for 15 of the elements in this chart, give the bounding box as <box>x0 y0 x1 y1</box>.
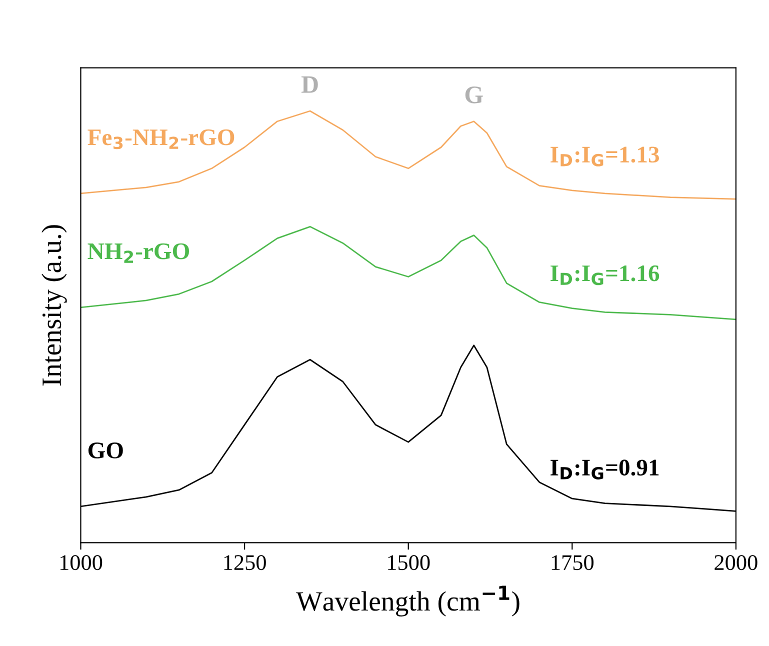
x-axis-title: Wavelength (cm$^{−1}$) <box>296 586 520 617</box>
x-tick-label: 1250 <box>224 555 266 570</box>
annotation: D <box>301 76 318 93</box>
x-tick-label: 1750 <box>552 555 594 570</box>
x-tick-label: 2000 <box>714 555 758 570</box>
x-tick-label: 1500 <box>388 555 430 570</box>
series-label: Fe$_{3}$-NH$_{2}$-rGO <box>88 129 234 150</box>
annotation: I$_{D}$:I$_{G}$=1.16 <box>550 265 660 286</box>
series-label: NH$_{2}$-rGO <box>88 243 190 263</box>
x-tick-label: 1000 <box>60 555 102 570</box>
annotation: I$_{D}$:I$_{G}$=1.13 <box>550 146 659 166</box>
annotation: I$_{D}$:I$_{G}$=0.91 <box>550 460 659 480</box>
annotation: G <box>465 86 483 104</box>
y-axis-title: Intensity (a.u.) <box>42 225 67 386</box>
series-label: GO <box>88 442 123 458</box>
